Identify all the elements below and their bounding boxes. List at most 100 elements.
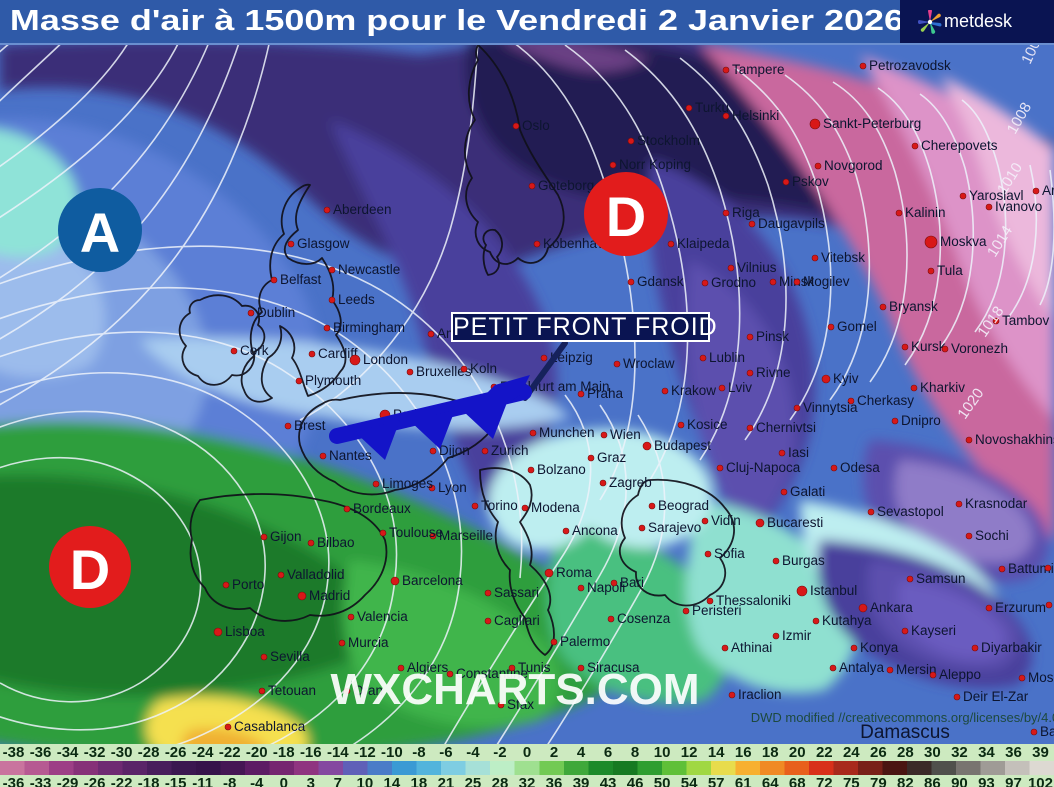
svg-text:Cork: Cork xyxy=(240,343,269,358)
svg-text:Dnipro: Dnipro xyxy=(901,413,941,428)
svg-text:Budapest: Budapest xyxy=(654,438,711,453)
svg-text:metdesk: metdesk xyxy=(944,11,1013,31)
svg-text:Vinnytsia: Vinnytsia xyxy=(803,400,858,415)
svg-text:Porto: Porto xyxy=(232,577,264,592)
svg-text:Antalya: Antalya xyxy=(839,660,885,675)
svg-text:Goteborg: Goteborg xyxy=(538,178,594,193)
svg-text:Ankara: Ankara xyxy=(870,600,913,615)
svg-text:Kalinin: Kalinin xyxy=(905,205,946,220)
svg-text:Kharkiv: Kharkiv xyxy=(920,380,965,395)
svg-text:Galati: Galati xyxy=(790,484,825,499)
svg-text:Zurich: Zurich xyxy=(491,443,529,458)
svg-text:D: D xyxy=(70,538,110,601)
svg-text:Deir El-Zar: Deir El-Zar xyxy=(963,689,1029,704)
svg-text:Samsun: Samsun xyxy=(916,571,966,586)
svg-text:Bucaresti: Bucaresti xyxy=(767,515,823,530)
svg-text:Stockholm: Stockholm xyxy=(637,133,700,148)
svg-text:Izmir: Izmir xyxy=(782,628,812,643)
svg-text:Lublin: Lublin xyxy=(709,350,745,365)
svg-text:Novgorod: Novgorod xyxy=(824,158,883,173)
svg-text:Lyon: Lyon xyxy=(438,480,467,495)
svg-text:Leeds: Leeds xyxy=(338,292,375,307)
svg-text:London: London xyxy=(363,352,408,367)
svg-text:Grodno: Grodno xyxy=(711,275,756,290)
svg-text:Odesa: Odesa xyxy=(840,460,880,475)
svg-text:Gomel: Gomel xyxy=(837,319,877,334)
svg-text:Tampere: Tampere xyxy=(732,62,785,77)
svg-text:Daugavpils: Daugavpils xyxy=(758,216,825,231)
svg-text:Cherepovets: Cherepovets xyxy=(921,138,998,153)
svg-text:Burgas: Burgas xyxy=(782,553,825,568)
svg-text:Mosul: Mosul xyxy=(1028,670,1054,685)
svg-text:Ivanovo: Ivanovo xyxy=(995,199,1042,214)
svg-text:Murcia: Murcia xyxy=(348,635,389,650)
svg-text:Kyiv: Kyiv xyxy=(833,371,859,386)
svg-text:Bordeaux: Bordeaux xyxy=(353,501,411,516)
svg-text:Toulouse: Toulouse xyxy=(389,525,443,540)
svg-text:Lisboa: Lisboa xyxy=(225,624,265,639)
svg-text:Sofia: Sofia xyxy=(714,546,745,561)
svg-text:Birmingham: Birmingham xyxy=(333,320,405,335)
svg-text:Vitebsk: Vitebsk xyxy=(821,250,865,265)
svg-text:Arzamas: Arzamas xyxy=(1042,183,1054,198)
svg-text:Athinai: Athinai xyxy=(731,640,772,655)
svg-text:Plymouth: Plymouth xyxy=(305,373,361,388)
svg-text:Tambov: Tambov xyxy=(1002,313,1050,328)
svg-text:Tula: Tula xyxy=(937,263,963,278)
svg-text:Bolzano: Bolzano xyxy=(537,462,586,477)
svg-text:Kayseri: Kayseri xyxy=(911,623,956,638)
svg-text:Krakow: Krakow xyxy=(671,383,716,398)
svg-text:Aleppo: Aleppo xyxy=(939,667,981,682)
svg-text:Cluj-Napoca: Cluj-Napoca xyxy=(726,460,801,475)
svg-text:Sankt-Peterburg: Sankt-Peterburg xyxy=(823,116,921,131)
svg-text:Voronezh: Voronezh xyxy=(951,341,1008,356)
svg-text:Oslo: Oslo xyxy=(522,118,550,133)
svg-text:Vilnius: Vilnius xyxy=(737,260,777,275)
svg-text:Valladolid: Valladolid xyxy=(287,567,345,582)
svg-text:Limoges: Limoges xyxy=(382,476,433,491)
svg-text:Cagliari: Cagliari xyxy=(494,613,540,628)
svg-text:Gijon: Gijon xyxy=(270,529,302,544)
svg-text:Valencia: Valencia xyxy=(357,609,408,624)
svg-text:Peristeri: Peristeri xyxy=(692,603,742,618)
svg-text:Graz: Graz xyxy=(597,450,627,465)
svg-text:Kutahya: Kutahya xyxy=(822,613,872,628)
svg-text:Chernivtsi: Chernivtsi xyxy=(756,420,816,435)
svg-text:Novoshakhinsk: Novoshakhinsk xyxy=(975,432,1054,447)
svg-text:Torino: Torino xyxy=(481,498,518,513)
svg-text:Belfast: Belfast xyxy=(280,272,322,287)
svg-text:Munchen: Munchen xyxy=(539,425,595,440)
svg-text:Sevastopol: Sevastopol xyxy=(877,504,944,519)
svg-text:WXCHARTS.COM: WXCHARTS.COM xyxy=(330,665,699,714)
svg-text:Pskov: Pskov xyxy=(792,174,829,189)
svg-text:Barcelona: Barcelona xyxy=(402,573,463,588)
svg-text:Turku: Turku xyxy=(695,100,729,115)
svg-text:Klaipeda: Klaipeda xyxy=(677,236,730,251)
svg-text:Zagreb: Zagreb xyxy=(609,475,652,490)
svg-text:Riga: Riga xyxy=(732,205,760,220)
svg-text:Iasi: Iasi xyxy=(788,445,809,460)
svg-text:Diyarbakir: Diyarbakir xyxy=(981,640,1042,655)
svg-text:Lviv: Lviv xyxy=(728,380,752,395)
svg-text:Dublin: Dublin xyxy=(257,305,295,320)
svg-text:Kosice: Kosice xyxy=(687,417,728,432)
svg-text:Casablanca: Casablanca xyxy=(234,719,306,734)
svg-text:Dijon: Dijon xyxy=(439,443,470,458)
svg-text:Cosenza: Cosenza xyxy=(617,611,671,626)
svg-text:Sassari: Sassari xyxy=(494,585,539,600)
svg-text:Damascus: Damascus xyxy=(860,722,950,743)
svg-text:D: D xyxy=(606,185,646,248)
svg-text:Rivne: Rivne xyxy=(756,365,791,380)
svg-text:Petrozavodsk: Petrozavodsk xyxy=(869,58,951,73)
svg-text:Mogilev: Mogilev xyxy=(803,274,850,289)
svg-text:Istanbul: Istanbul xyxy=(810,583,857,598)
svg-text:Marseille: Marseille xyxy=(439,528,493,543)
svg-text:Iraclion: Iraclion xyxy=(738,687,782,702)
svg-text:Vidin: Vidin xyxy=(711,513,741,528)
svg-text:Wroclaw: Wroclaw xyxy=(623,356,675,371)
svg-text:Ancona: Ancona xyxy=(572,523,618,538)
svg-text:Helsinki: Helsinki xyxy=(732,108,779,123)
svg-text:Konya: Konya xyxy=(860,640,899,655)
svg-text:Wien: Wien xyxy=(610,427,641,442)
svg-text:Krasnodar: Krasnodar xyxy=(965,496,1028,511)
